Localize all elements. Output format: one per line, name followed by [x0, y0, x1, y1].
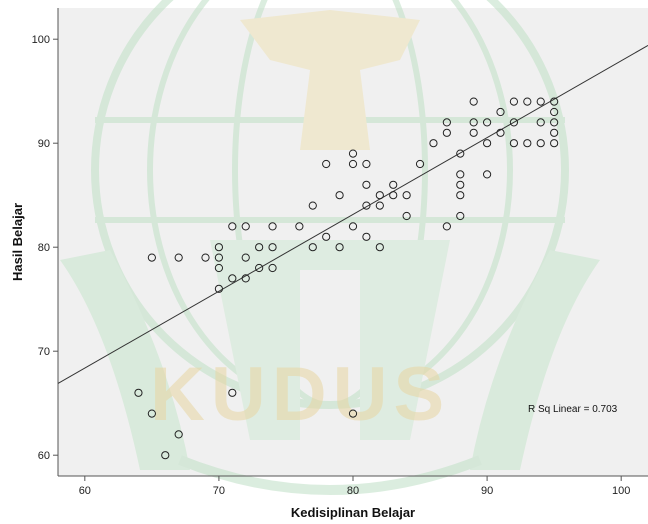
data-point [482, 118, 492, 127]
data-point [348, 409, 358, 418]
x-tick-label: 80 [347, 485, 359, 497]
data-point [241, 222, 250, 231]
data-point [362, 232, 371, 241]
data-point [550, 128, 559, 137]
data-point [402, 211, 411, 221]
data-point [308, 201, 317, 210]
data-point [214, 253, 224, 262]
data-point [322, 232, 331, 241]
data-point [134, 388, 143, 397]
data-point [456, 191, 465, 200]
r-squared-label: R Sq Linear = 0.703 [528, 404, 618, 415]
data-point [456, 149, 465, 158]
data-point [322, 159, 331, 169]
data-point [456, 180, 465, 189]
data-point [348, 149, 358, 158]
data-point [536, 139, 545, 148]
data-point [429, 139, 438, 148]
data-point [214, 243, 224, 252]
data-point [482, 139, 492, 148]
data-point [389, 191, 398, 200]
data-point [295, 222, 304, 231]
data-point [509, 139, 519, 148]
data-point [201, 253, 210, 262]
data-point [255, 263, 264, 273]
data-point [550, 118, 559, 127]
data-point [389, 180, 398, 189]
data-point [375, 243, 384, 252]
data-point [523, 97, 532, 106]
data-point [348, 159, 358, 169]
data-point [550, 97, 559, 106]
data-point [308, 243, 317, 252]
data-point [456, 211, 465, 221]
y-tick-label: 70 [38, 346, 50, 358]
data-point [161, 451, 170, 460]
data-point [375, 191, 384, 200]
data-point [550, 107, 559, 117]
regression-line [57, 45, 648, 384]
data-point [335, 243, 344, 252]
watermark-text: KUDUS [150, 352, 450, 437]
data-point [241, 253, 250, 262]
data-point [550, 139, 559, 148]
data-point [147, 409, 156, 418]
data-point [375, 201, 384, 210]
data-point [362, 159, 371, 169]
data-point [174, 430, 183, 439]
data-point [228, 388, 237, 397]
x-tick-label: 100 [612, 485, 630, 497]
y-axis-title: Hasil Belajar [10, 203, 25, 281]
data-point [469, 118, 478, 127]
data-point [482, 170, 492, 179]
watermark-logo [60, 0, 600, 495]
data-point [415, 159, 425, 169]
data-point [442, 222, 451, 231]
x-tick-label: 60 [79, 485, 91, 497]
y-tick-label: 100 [32, 34, 50, 46]
data-point [268, 222, 277, 231]
data-point [174, 253, 183, 262]
data-point [268, 263, 277, 273]
data-point [147, 253, 156, 262]
data-point [469, 97, 478, 106]
data-point [268, 243, 277, 252]
data-point [228, 274, 237, 283]
data-point [442, 128, 451, 137]
data-point [509, 118, 519, 127]
data-point [523, 139, 532, 148]
y-tick-label: 80 [38, 242, 50, 254]
data-point [335, 191, 344, 200]
data-point [456, 170, 465, 179]
data-point [362, 180, 371, 189]
data-point [348, 222, 358, 231]
data-point [496, 107, 505, 117]
data-point [214, 263, 224, 273]
data-point [362, 201, 371, 210]
y-tick-label: 60 [38, 450, 50, 462]
data-point [214, 284, 224, 293]
data-point [496, 128, 505, 137]
data-point [228, 222, 237, 231]
data-point [509, 97, 519, 106]
y-tick-label: 90 [38, 138, 50, 150]
x-tick-label: 90 [481, 485, 493, 497]
data-point [442, 118, 451, 127]
data-point [255, 243, 264, 252]
data-point [536, 118, 545, 127]
x-axis-title: Kedisiplinan Belajar [291, 505, 415, 520]
data-point [469, 128, 478, 137]
data-point [402, 191, 411, 200]
data-point [241, 274, 250, 283]
data-point [536, 97, 545, 106]
x-tick-label: 70 [213, 485, 225, 497]
